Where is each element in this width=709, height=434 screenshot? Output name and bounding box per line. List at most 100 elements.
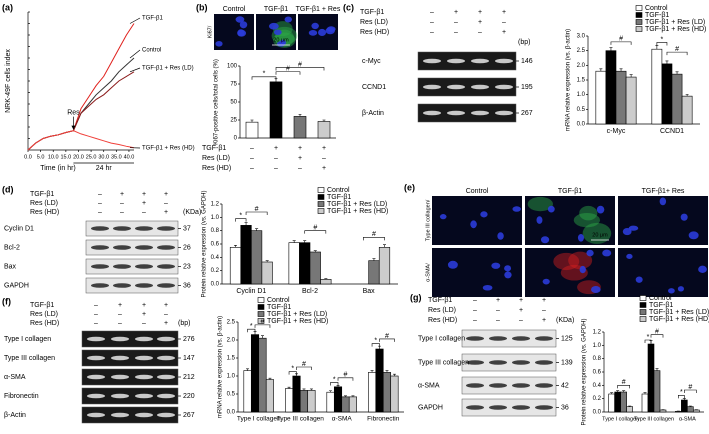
significance-label: * <box>263 71 266 78</box>
size-label: 267 <box>521 110 533 117</box>
legend-label: TGF-β1 <box>142 16 163 22</box>
significance-label: # <box>302 361 306 368</box>
band <box>157 355 175 361</box>
x-tick-label: 10.0 <box>48 154 59 160</box>
significance-label: * <box>291 366 294 373</box>
band <box>423 84 441 90</box>
treatment-sign: – <box>274 155 278 162</box>
treatment-sign: + <box>298 145 302 152</box>
bar <box>229 247 242 285</box>
error-bar <box>655 368 659 371</box>
y-tick-label: 1.5 <box>577 78 586 84</box>
treatment-sign: + <box>519 307 523 314</box>
x-tick-label: Bcl-2 <box>302 288 318 295</box>
significance-label: # <box>298 61 302 68</box>
error-bar <box>268 377 272 380</box>
y-tick-label: 0.2 <box>211 268 220 274</box>
significance-bracket <box>371 343 380 347</box>
y-tick-label: 3.0 <box>577 34 586 40</box>
error-bar <box>372 258 376 261</box>
panel-label: (d) <box>2 184 14 194</box>
row-label: Bcl-2 <box>4 244 20 251</box>
bar <box>693 409 700 413</box>
unit-label: (KDa) <box>556 317 574 324</box>
row-label: CCND1 <box>362 84 386 91</box>
bar <box>390 375 399 413</box>
stain <box>582 222 612 244</box>
nucleus <box>439 214 447 220</box>
callout <box>129 49 141 59</box>
row-label: Type III collagen/ <box>425 199 431 241</box>
band <box>135 355 153 361</box>
y-tick-label: 25 <box>230 118 237 124</box>
nucleus <box>596 205 605 214</box>
size-label: 36 <box>183 282 191 289</box>
legend-swatch <box>317 194 325 200</box>
row-label: Ki67/ <box>207 25 213 38</box>
legend-swatch <box>317 187 325 193</box>
unit-label: (KDa) <box>183 209 201 216</box>
legend-label: TGF-β1 + Res (HD) <box>142 146 195 152</box>
y-tick-label: 0.0 <box>211 282 220 288</box>
x-tick-label: Type I collagen <box>237 416 281 423</box>
treatment-sign: – <box>542 307 546 314</box>
y-axis-label: Protein relative expression (vs. GAPDH) <box>202 190 208 297</box>
band <box>157 374 175 380</box>
treatment-sign: – <box>496 307 500 314</box>
x-tick-label: Cyclin D1 <box>236 288 266 295</box>
row-label: Cyclin D1 <box>4 225 34 232</box>
nucleus <box>688 231 699 240</box>
bar <box>626 406 633 413</box>
y-tick-label: 1.0 <box>577 92 586 98</box>
treatment-sign: – <box>118 311 122 318</box>
error-bar <box>250 119 254 123</box>
callout <box>129 17 141 24</box>
y-tick-label: 0.4 <box>211 255 220 261</box>
treatment-sign: – <box>430 9 434 16</box>
significance-bracket <box>610 41 632 45</box>
treatment-sign: + <box>542 317 546 324</box>
nucleus <box>326 26 336 32</box>
significance-bracket <box>330 382 339 386</box>
significance-label: * <box>680 389 683 396</box>
treatment-sign: – <box>98 200 102 207</box>
significance-label: # <box>261 319 265 326</box>
x-tick-label: Fibronectin <box>367 416 400 423</box>
bar <box>288 242 300 285</box>
x-tick-label: 20.0 <box>73 154 84 160</box>
row-label: Bax <box>4 263 17 270</box>
bar <box>333 386 343 413</box>
legend-label: TGF-β1 + Res (HD) <box>327 208 388 215</box>
legend-swatch <box>317 208 325 214</box>
bar <box>368 260 380 285</box>
nucleus <box>235 16 245 23</box>
y-tick-label: 1.5 <box>227 356 236 362</box>
legend-label: TGF-β1 + Res (LD) <box>649 309 709 316</box>
legend-swatch <box>639 295 647 301</box>
x-tick-label: Bax <box>363 288 376 295</box>
significance-label: # <box>372 231 376 238</box>
size-label: 146 <box>521 58 533 65</box>
treatment-sign: + <box>118 302 122 309</box>
nucleus <box>659 197 667 206</box>
significance-label: # <box>655 329 659 336</box>
bar <box>292 375 301 413</box>
band <box>447 84 465 90</box>
significance-label: # <box>688 384 692 391</box>
bar <box>285 388 294 413</box>
legend-swatch <box>257 297 265 303</box>
legend-label: Control <box>267 297 290 304</box>
treatment-sign: – <box>478 29 482 36</box>
significance-bracket <box>288 371 297 375</box>
band <box>135 283 153 288</box>
treatment-sign: + <box>542 297 546 304</box>
band <box>471 84 489 90</box>
error-bar <box>628 405 632 407</box>
error-bar <box>610 392 614 394</box>
treatment-label: TGF-β1 <box>202 145 226 152</box>
nucleus <box>318 28 327 36</box>
y-tick-label: 2.5 <box>577 48 586 54</box>
treatment-sign: – <box>473 297 477 304</box>
bar <box>651 48 663 125</box>
band <box>466 405 484 410</box>
